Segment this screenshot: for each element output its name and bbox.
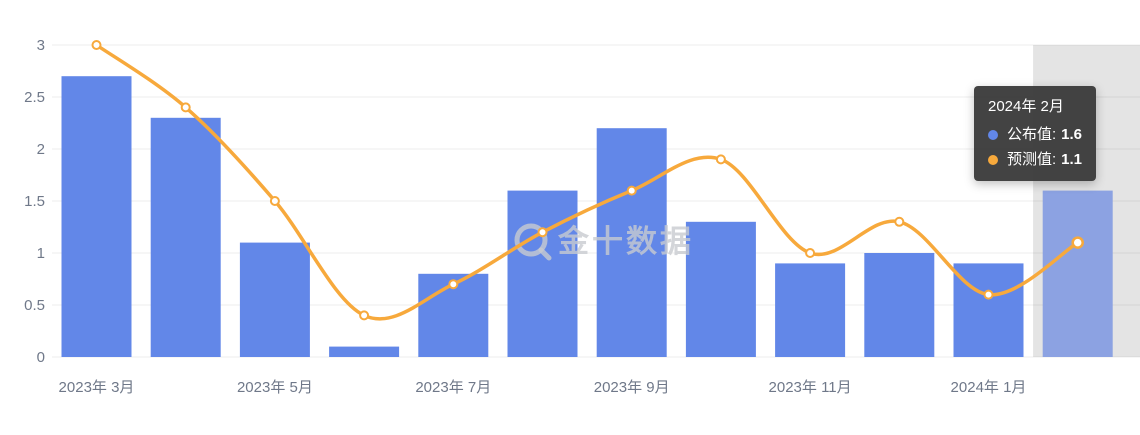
tooltip-title: 2024年 2月 — [988, 98, 1064, 115]
watermark: 金十数据 — [514, 223, 694, 261]
tooltip-label: 预测值: — [1007, 151, 1057, 168]
x-axis-label: 2023年 3月 — [59, 379, 135, 396]
line-marker-highlighted[interactable] — [1071, 236, 1084, 249]
forecast-series-dot-icon — [988, 154, 998, 165]
svg-text:金十数据: 金十数据 — [557, 224, 694, 259]
x-axis-label: 2023年 11月 — [769, 379, 852, 396]
line-marker[interactable] — [983, 289, 994, 300]
x-axis-label: 2023年 5月 — [237, 379, 313, 396]
y-axis-label: 0.5 — [24, 297, 45, 314]
tooltip-label: 公布值: — [1007, 126, 1057, 143]
bar-highlighted[interactable] — [1042, 190, 1113, 357]
line-marker[interactable] — [180, 102, 191, 113]
y-axis-label: 1.5 — [24, 193, 45, 210]
line-marker[interactable] — [448, 279, 459, 290]
bar[interactable] — [239, 242, 310, 357]
bar[interactable] — [775, 263, 846, 357]
line-marker[interactable] — [91, 40, 102, 50]
line-marker[interactable] — [805, 248, 816, 258]
bar[interactable] — [596, 128, 667, 357]
tooltip-row-forecast: 预测值: 1.1 — [988, 149, 1082, 170]
tooltip-value: 1.6 — [1061, 126, 1083, 143]
line-marker[interactable] — [626, 185, 637, 196]
x-axis-label: 2023年 7月 — [415, 379, 491, 396]
line-marker[interactable] — [269, 196, 280, 206]
bar[interactable] — [150, 117, 221, 357]
y-axis-label: 2.5 — [24, 89, 45, 106]
bar[interactable] — [953, 263, 1024, 357]
bar[interactable] — [864, 253, 935, 357]
x-axis-label: 2023年 9月 — [594, 379, 670, 396]
chart-tooltip: 2024年 2月 公布值: 1.6 预测值: 1.1 — [974, 86, 1097, 181]
line-marker[interactable] — [715, 154, 726, 165]
x-axis-label: 2024年 1月 — [951, 379, 1027, 396]
bar[interactable] — [329, 346, 400, 357]
y-axis-label: 3 — [37, 37, 45, 54]
bar[interactable] — [61, 76, 132, 357]
tooltip-row-published: 公布值: 1.6 — [988, 124, 1082, 145]
forecast-line — [94, 43, 1080, 321]
line-marker[interactable] — [894, 216, 905, 227]
bar[interactable] — [507, 190, 578, 357]
bar[interactable] — [685, 221, 756, 357]
y-axis-label: 2 — [37, 141, 45, 158]
tooltip-value: 1.1 — [1061, 151, 1083, 168]
line-marker[interactable] — [537, 227, 548, 238]
line-marker[interactable] — [359, 310, 370, 321]
y-axis-label: 0 — [37, 349, 45, 366]
published-series-dot-icon — [988, 129, 998, 140]
y-axis-label: 1 — [37, 245, 45, 262]
